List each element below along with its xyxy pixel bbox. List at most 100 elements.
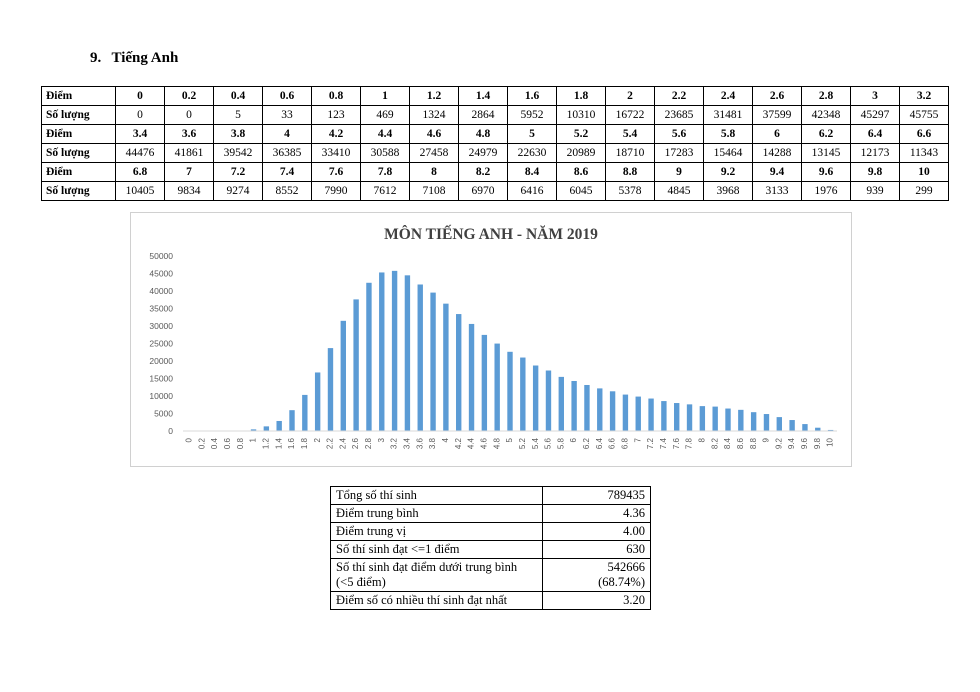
bar — [520, 357, 526, 431]
table-cell: 16722 — [605, 105, 655, 125]
x-tick-label: 3.2 — [390, 437, 399, 449]
table-cell: 41861 — [164, 143, 214, 163]
bar — [314, 372, 321, 431]
table-cell: 5 — [213, 105, 263, 125]
table-cell: 6.8 — [115, 162, 165, 182]
table-cell: 22630 — [507, 143, 557, 163]
bar — [545, 370, 552, 431]
table-cell: 2.8 — [801, 86, 851, 106]
table-cell: 7.2 — [213, 162, 263, 182]
x-tick-label: 2.2 — [326, 437, 335, 449]
table-cell: 1976 — [801, 181, 851, 201]
table-cell: 0.6 — [262, 86, 312, 106]
bar — [609, 391, 616, 431]
table-cell: 1.4 — [458, 86, 508, 106]
bar — [289, 410, 295, 431]
table-cell: 30588 — [360, 143, 410, 163]
table-cell: 123 — [311, 105, 361, 125]
bar — [263, 426, 270, 431]
bar — [763, 414, 770, 431]
table-cell: 5378 — [605, 181, 655, 201]
x-tick-label: 2.8 — [364, 437, 373, 449]
bar — [776, 417, 782, 431]
table-cell: 4845 — [654, 181, 704, 201]
x-tick-label: 6.2 — [582, 437, 591, 449]
table-row: Điểm 6.8 7 7.2 7.4 7.6 7.8 8 8.2 8.4 8.6 8.8 9 9.2 9.4… — [41, 162, 949, 182]
table-cell: 2.6 — [752, 86, 802, 106]
bar — [725, 408, 731, 431]
x-tick-label: 0.4 — [210, 437, 219, 449]
table-cell: 1.6 — [507, 86, 557, 106]
stats-row: Số thí sinh đạt điểm dưới trung bình (<5… — [330, 558, 651, 592]
bar — [674, 403, 680, 431]
y-tick-label: 20000 — [149, 356, 173, 366]
stats-label: Số thí sinh đạt điểm dưới trung bình (<5… — [330, 558, 543, 592]
x-tick-label: 7.6 — [672, 437, 681, 449]
table-cell: 1.8 — [556, 86, 606, 106]
y-tick-label: 50000 — [149, 251, 173, 261]
y-axis: 0 5000 10000 15000 20000 25000 30000 35000 40000… — [149, 251, 173, 436]
table-cell: 18710 — [605, 143, 655, 163]
table-row: Điểm 3.4 3.6 3.8 4 4.2 4.4 4.6 4.8 5 5.2 5.4 5.6 5.8 6… — [41, 124, 949, 144]
stats-row: Điểm trung vị 4.00 — [330, 522, 651, 541]
x-tick-label: 8.8 — [749, 437, 758, 449]
x-tick-label: 6.6 — [608, 437, 617, 449]
bar — [327, 348, 334, 431]
x-tick-label: 6 — [569, 437, 578, 442]
table-cell: 10405 — [115, 181, 165, 201]
table-cell: 4.8 — [458, 124, 508, 144]
bar — [417, 284, 423, 431]
table-cell: 0 — [115, 86, 165, 106]
table-cell: 2 — [605, 86, 655, 106]
section-number: 9. — [90, 50, 102, 66]
x-axis: 0 0.2 0.4 0.6 0.8 1 1.2 1.4 1.6 1.8 2 2.2 2.4 2.6 2.8 3… — [183, 430, 837, 449]
bar — [571, 380, 577, 431]
x-tick-label: 4.6 — [479, 437, 488, 449]
section-title: Tiếng Anh — [111, 50, 179, 66]
x-tick-label: 7.8 — [685, 437, 694, 449]
stats-value-main: 3.20 — [623, 593, 645, 607]
table-cell: 3.4 — [115, 124, 165, 144]
table-cell: 10 — [899, 162, 949, 182]
table-cell: 4 — [262, 124, 312, 144]
table-cell: 1.2 — [409, 86, 459, 106]
x-tick-label: 3.6 — [415, 437, 424, 449]
stats-label: Điểm trung vị — [330, 522, 543, 541]
x-tick-label: 5 — [505, 437, 514, 442]
row-label: Điểm — [41, 124, 116, 144]
stats-label: Tổng số thí sinh — [330, 486, 543, 505]
x-tick-label: 4.2 — [454, 437, 463, 449]
table-cell: 3.6 — [164, 124, 214, 144]
stats-value: 542666 (68.74%) — [542, 558, 651, 592]
bar — [481, 334, 488, 431]
x-tick-label: 4.4 — [467, 437, 476, 449]
stats-value-main: 4.00 — [623, 524, 645, 538]
stats-value-main: 542666 — [607, 560, 646, 574]
table-cell: 33410 — [311, 143, 361, 163]
table-cell: 469 — [360, 105, 410, 125]
bar — [276, 420, 282, 431]
bar — [635, 396, 641, 431]
y-tick-label: 30000 — [149, 321, 173, 331]
stats-row: Tổng số thí sinh 789435 — [330, 486, 651, 505]
summary-stats-table: Tổng số thí sinh 789435 Điểm trung bình 4.3… — [330, 486, 651, 610]
table-cell: 39542 — [213, 143, 263, 163]
x-tick-label: 7.2 — [646, 437, 655, 449]
chart-title: MÔN TIẾNG ANH - NĂM 2019 — [384, 225, 598, 243]
row-label: Điểm — [41, 86, 116, 106]
table-cell: 8552 — [262, 181, 312, 201]
stats-value: 630 — [542, 540, 651, 559]
table-cell: 6045 — [556, 181, 606, 201]
x-tick-label: 2.6 — [351, 437, 360, 449]
table-cell: 42348 — [801, 105, 851, 125]
bar — [404, 275, 411, 431]
table-cell: 23685 — [654, 105, 704, 125]
y-tick-label: 5000 — [154, 409, 173, 419]
stats-label: Điểm trung bình — [330, 504, 543, 523]
table-cell: 9274 — [213, 181, 263, 201]
bar — [532, 365, 539, 431]
table-cell: 45755 — [899, 105, 949, 125]
table-cell: 1 — [360, 86, 410, 106]
table-cell: 8 — [409, 162, 459, 182]
x-tick-label: 8.2 — [710, 437, 719, 449]
